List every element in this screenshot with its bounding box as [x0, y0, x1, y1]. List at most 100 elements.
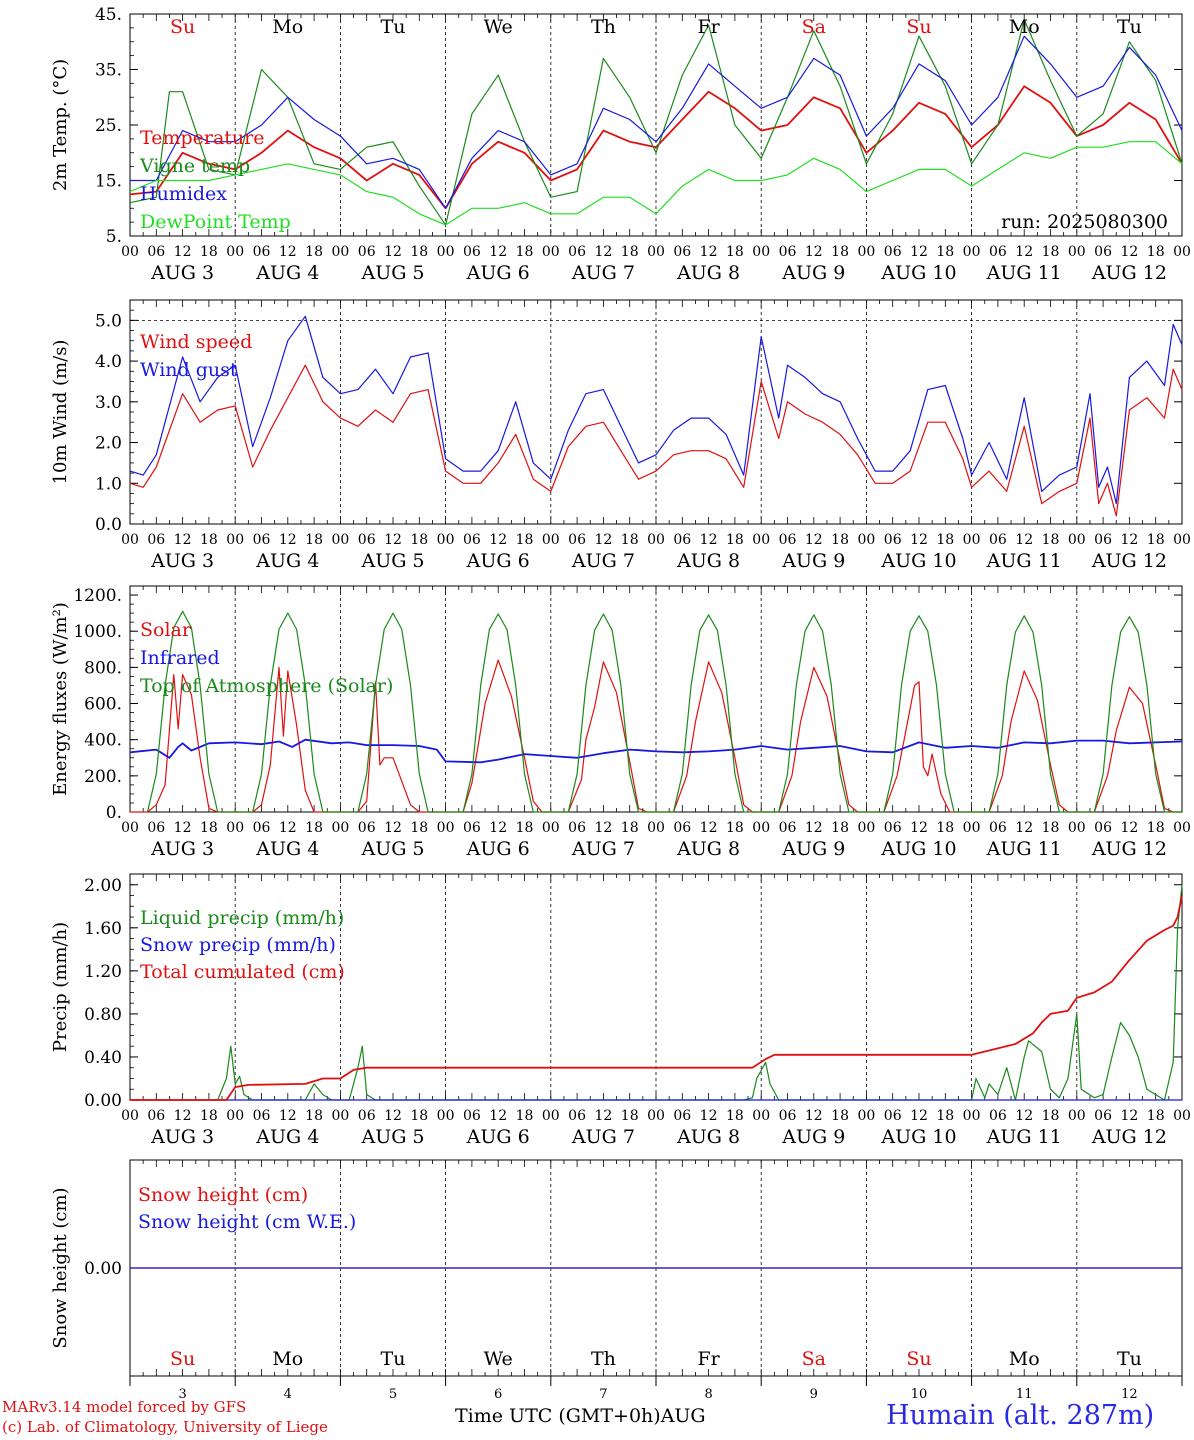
date-label: AUG 9 [781, 262, 845, 284]
hour-label: 06 [253, 820, 271, 836]
hour-label: 00 [1068, 244, 1086, 260]
weekday-label: Tu [381, 16, 406, 38]
hour-label: 18 [1042, 244, 1060, 260]
hour-label: 18 [410, 532, 428, 548]
weekday-label: Fr [697, 1348, 720, 1370]
y-tick-label: 25. [95, 116, 122, 136]
hour-label: 12 [1015, 1108, 1033, 1124]
hour-label: 06 [358, 532, 376, 548]
date-label: AUG 5 [360, 838, 424, 860]
hour-label: 18 [726, 820, 744, 836]
hour-label: 12 [700, 1108, 718, 1124]
hour-label: 18 [200, 244, 218, 260]
hour-label: 06 [147, 532, 165, 548]
date-label: AUG 8 [676, 262, 740, 284]
hour-label: 18 [1147, 820, 1165, 836]
weekday-label: Mo [272, 1348, 303, 1370]
y-tick-label: 1.0 [95, 474, 122, 494]
hour-label: 18 [936, 1108, 954, 1124]
legend-entry: DewPoint Temp [140, 211, 291, 233]
hour-label: 12 [700, 244, 718, 260]
date-label: AUG 12 [1091, 838, 1167, 860]
hour-label: 18 [516, 532, 534, 548]
hour-label: 18 [726, 1108, 744, 1124]
y-tick-label: 1.60 [84, 919, 122, 939]
hour-label: 18 [831, 244, 849, 260]
hour-label: 18 [410, 244, 428, 260]
hour-label: 12 [174, 820, 192, 836]
date-label: AUG 7 [571, 262, 635, 284]
day-number: 12 [1121, 1387, 1138, 1402]
hour-label: 00 [647, 532, 665, 548]
hour-label: 06 [779, 1108, 797, 1124]
legend-entry: Snow height (cm W.E.) [138, 1211, 356, 1233]
hour-label: 00 [1068, 1108, 1086, 1124]
hour-label: 00 [121, 1108, 139, 1124]
hour-label: 00 [752, 820, 770, 836]
hour-label: 06 [147, 820, 165, 836]
hour-label: 06 [673, 244, 691, 260]
y-tick-label: 3.0 [95, 393, 122, 413]
y-tick-label: 1000. [73, 622, 122, 642]
y-tick-label: 0.80 [84, 1005, 122, 1025]
hour-label: 06 [989, 820, 1007, 836]
y-tick-label: 0.00 [84, 1091, 122, 1111]
hour-label: 18 [621, 244, 639, 260]
date-label: AUG 4 [255, 550, 319, 572]
y-tick-label: 0.0 [95, 515, 122, 535]
series-line-infrared [129, 738, 1183, 764]
series-line-solar [130, 659, 1182, 813]
time-axis-title: Time UTC (GMT+0h)AUG [455, 1405, 706, 1427]
hour-label: 18 [305, 532, 323, 548]
weekday-label: Mo [1009, 16, 1040, 38]
hour-label: 18 [726, 244, 744, 260]
run-label: run: 2025080300 [1001, 211, 1168, 233]
hour-label: 12 [279, 244, 297, 260]
hour-label: 12 [174, 1108, 192, 1124]
date-label: AUG 3 [150, 550, 214, 572]
hour-label: 06 [358, 244, 376, 260]
hour-label: 00 [121, 820, 139, 836]
hour-label: 06 [463, 532, 481, 548]
hour-label: 18 [305, 820, 323, 836]
date-label: AUG 6 [466, 1126, 530, 1148]
hour-label: 12 [489, 1108, 507, 1124]
date-label: AUG 9 [781, 1126, 845, 1148]
hour-label: 00 [752, 244, 770, 260]
date-label: AUG 3 [150, 1126, 214, 1148]
hour-label: 12 [805, 1108, 823, 1124]
day-number: 4 [284, 1387, 292, 1402]
hour-label: 12 [384, 1108, 402, 1124]
y-tick-label: 1200. [73, 586, 122, 606]
hour-label: 12 [1120, 244, 1138, 260]
date-label: AUG 8 [676, 550, 740, 572]
day-number: 11 [1016, 1387, 1033, 1402]
hour-label: 12 [700, 820, 718, 836]
hour-label: 00 [542, 1108, 560, 1124]
hour-label: 06 [253, 1108, 271, 1124]
date-label: AUG 6 [466, 550, 530, 572]
hour-label: 06 [253, 532, 271, 548]
hour-label: 18 [516, 244, 534, 260]
hour-label: 06 [568, 820, 586, 836]
legend-entry: Temperature [140, 127, 264, 149]
hour-label: 18 [1042, 532, 1060, 548]
hour-label: 06 [989, 532, 1007, 548]
series-line-liquid-precip-mm-h- [130, 884, 1183, 1101]
hour-label: 06 [779, 244, 797, 260]
weekday-label: Su [170, 16, 195, 38]
legend-entry: Vigne temp [139, 155, 250, 177]
series-line-dewpoint-temp [129, 141, 1183, 226]
day-number: 6 [494, 1387, 502, 1402]
date-label: AUG 8 [676, 838, 740, 860]
hour-label: 06 [463, 244, 481, 260]
hour-label: 06 [673, 532, 691, 548]
date-label: AUG 5 [360, 1126, 424, 1148]
y-tick-label: 5. [106, 227, 122, 247]
hour-label: 06 [673, 820, 691, 836]
hour-label: 00 [752, 532, 770, 548]
hour-label: 12 [279, 820, 297, 836]
y-axis-title: Snow height (cm) [50, 1187, 71, 1348]
hour-label: 00 [963, 1108, 981, 1124]
hour-label: 06 [884, 1108, 902, 1124]
